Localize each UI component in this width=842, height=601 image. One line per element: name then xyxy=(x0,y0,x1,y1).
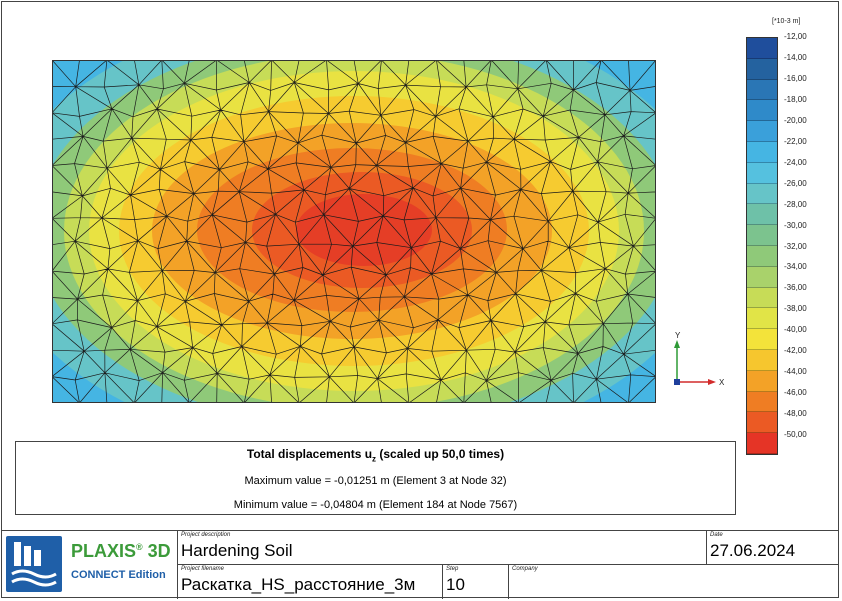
y-axis-arrow-icon xyxy=(674,340,680,348)
date-caption: Date xyxy=(710,532,723,538)
plaxis-logo-icon xyxy=(6,536,62,592)
legend-swatch xyxy=(747,225,777,246)
legend-swatch xyxy=(747,287,777,309)
legend-swatch xyxy=(747,183,777,205)
legend-label: -18,00 xyxy=(784,94,807,104)
legend-label: -26,00 xyxy=(784,178,807,188)
step-cell: Step 10 xyxy=(443,565,509,599)
legend-swatch xyxy=(747,245,777,267)
legend-swatch xyxy=(747,349,777,371)
result-title-text: Total displacements u xyxy=(246,447,373,461)
legend-swatch xyxy=(747,370,777,392)
result-title-suffix: (scaled up 50,0 times) xyxy=(376,447,505,461)
legend-label: -38,00 xyxy=(784,304,807,314)
legend-label: -40,00 xyxy=(784,325,807,335)
result-title: Total displacements uz (scaled up 50,0 t… xyxy=(16,447,735,463)
legend-swatch xyxy=(747,162,777,184)
plaxis-logo-mark xyxy=(11,542,57,587)
legend-label: -42,00 xyxy=(784,346,807,356)
legend-label: -20,00 xyxy=(784,115,807,125)
legend-label: -36,00 xyxy=(784,283,807,293)
legend-swatch xyxy=(747,141,777,163)
legend-label: -22,00 xyxy=(784,136,807,146)
legend-swatch xyxy=(747,204,777,226)
min-value-line: Minimum value = -0,04804 m (Element 184 … xyxy=(233,499,518,512)
y-axis-label: Y xyxy=(675,331,681,340)
project-filename-value: Раскатка_HS_расстояние_3м xyxy=(181,575,416,594)
project-filename-caption: Project filename xyxy=(181,566,225,572)
axis-triad: Y X xyxy=(664,328,734,390)
plaxis-product-name: PLAXIS® 3D xyxy=(71,541,171,561)
legend-label: -14,00 xyxy=(784,52,807,62)
legend-label: -24,00 xyxy=(784,157,807,167)
legend-swatch xyxy=(747,308,777,330)
axis-triad-svg: Y X xyxy=(674,331,725,387)
legend-label: -50,00 xyxy=(784,430,807,440)
step-caption: Step xyxy=(446,566,459,572)
legend-label: -12,00 xyxy=(784,32,807,41)
legend-swatch xyxy=(747,412,777,434)
legend-label: -16,00 xyxy=(784,73,807,83)
x-axis-arrow-icon xyxy=(708,379,716,385)
legend-label: -44,00 xyxy=(784,367,807,377)
fe-mesh xyxy=(52,60,656,403)
plot-border xyxy=(52,60,656,403)
project-filename-cell: Project filename Раскатка_HS_расстояние_… xyxy=(178,565,443,599)
result-info-box: Total displacements uz (scaled up 50,0 t… xyxy=(15,441,736,515)
company-caption: Company xyxy=(512,566,538,572)
legend-swatch xyxy=(747,79,777,101)
result-title-subscript: z xyxy=(372,454,377,464)
plaxis-edition: CONNECT Edition xyxy=(71,569,166,581)
contour-svg xyxy=(52,60,656,403)
z-axis-icon xyxy=(674,379,680,385)
legend-unit: [*10-3 m] xyxy=(772,18,801,25)
legend-swatch xyxy=(747,391,777,413)
legend-swatch xyxy=(747,433,777,454)
project-description-caption: Project description xyxy=(181,532,231,538)
legend-label: -34,00 xyxy=(784,262,807,272)
mesh-edges xyxy=(52,60,656,403)
project-description-cell: Project description Hardening Soil xyxy=(178,531,707,565)
plaxis-logo: PLAXIS® 3D CONNECT Edition xyxy=(1,531,178,599)
contour-band-50 xyxy=(296,194,432,266)
max-value-line: Maximum value = -0,01251 m (Element 3 at… xyxy=(244,475,507,488)
project-description-value: Hardening Soil xyxy=(181,541,293,560)
step-value: 10 xyxy=(446,575,465,594)
legend-label: -32,00 xyxy=(784,241,807,251)
legend-swatch xyxy=(747,329,777,350)
legend-swatch xyxy=(747,38,777,59)
legend-swatch xyxy=(747,100,777,122)
legend-swatch xyxy=(747,58,777,80)
legend-label: -28,00 xyxy=(784,199,807,209)
legend-label: -30,00 xyxy=(784,220,807,230)
x-axis-label: X xyxy=(719,378,725,387)
date-value: 27.06.2024 xyxy=(710,541,796,560)
color-legend: [*10-3 m] -12,00 -14,00 -16,00 -18,00 -20,00… xyxy=(740,18,840,455)
legend-swatch xyxy=(747,266,777,288)
legend-label: -46,00 xyxy=(784,388,807,398)
date-cell: Date 27.06.2024 xyxy=(707,531,839,565)
company-cell: Company xyxy=(509,565,839,599)
legend-label: -48,00 xyxy=(784,409,807,419)
legend-swatch xyxy=(747,121,777,142)
contour-plot[interactable] xyxy=(52,60,656,403)
title-block: PLAXIS® 3D CONNECT Edition Project descr… xyxy=(1,530,839,599)
legend-bar xyxy=(746,37,778,455)
